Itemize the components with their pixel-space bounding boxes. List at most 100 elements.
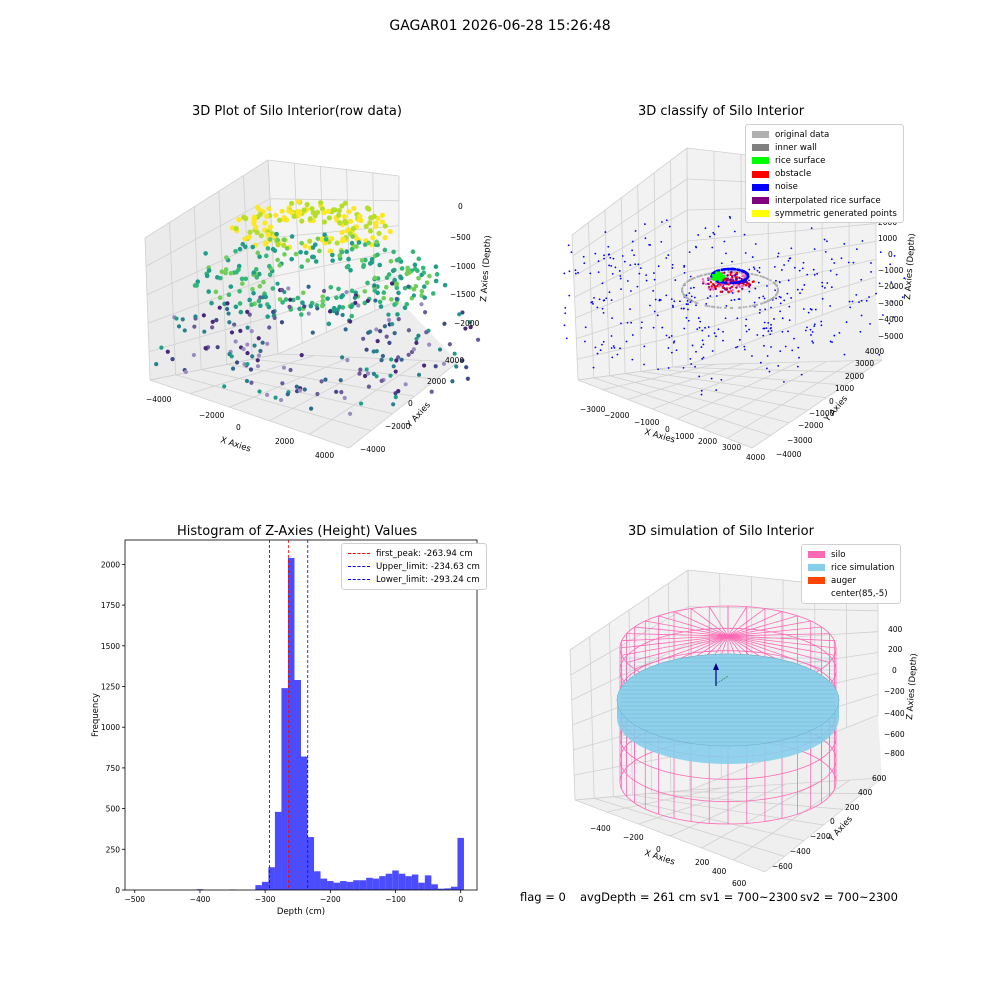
noise-point [693,286,695,289]
noise-point [860,278,863,281]
noise-point [626,321,629,324]
noise-point [768,370,771,373]
scatter-point [251,290,256,296]
scatter-point [328,284,334,290]
noise-point [762,334,765,337]
rice-point [702,280,705,283]
noise-point [594,346,597,349]
noise-point [722,330,724,333]
scatter-point [241,346,246,352]
grid-line [640,371,827,399]
scatter-point [291,213,297,219]
rice-surface-point [719,278,723,282]
noise-point [701,339,704,342]
scatter-point [336,286,341,292]
noise-point [583,262,586,265]
panel1-ztick: −500 [450,233,471,242]
scatter-point [414,340,419,345]
noise-point [631,358,634,361]
noise-point [829,340,832,343]
grid-line [320,166,327,333]
scatter-point [206,289,211,294]
noise-point [631,334,634,336]
scatter-point [222,384,227,389]
scatter-point [258,303,263,308]
histogram-bar [392,870,399,890]
noise-point [604,231,607,233]
noise-point [661,221,663,223]
noise-point [751,355,753,357]
noise-point [763,321,766,324]
noise-point [796,365,799,368]
scatter-point [386,272,392,277]
noise-point [780,269,783,271]
noise-point [643,345,646,348]
noise-point [903,277,906,280]
noise-point [855,248,858,251]
noise-point [852,261,855,264]
grid-line [574,240,688,298]
histogram-xtick-label: −100 [385,895,406,904]
noise-point [724,317,727,320]
scatter-point [254,229,260,236]
noise-point [637,263,640,266]
scatter-point [342,395,347,401]
noise-point [611,272,614,275]
rice-point [715,285,718,288]
scatter-point [381,290,387,295]
scatter-point [338,378,343,383]
scatter-point [414,336,419,342]
legend-label: rice surface [775,155,826,166]
noise-point [809,308,812,310]
scatter-point [299,264,305,269]
scatter-point [294,384,299,389]
noise-point [717,328,720,331]
panel2-ytick: −1000 [809,409,835,418]
scatter-point [330,207,337,213]
noise-point [802,261,805,264]
rice-point [744,284,748,287]
panel2-ztick: −2000 [878,282,904,291]
noise-point [763,344,765,347]
histogram-bar [431,884,438,890]
scatter-point [236,267,241,272]
noise-point [656,314,659,317]
noise-point [616,353,619,356]
grid-line [677,361,800,420]
noise-point [737,298,740,301]
panel2-title: 3D classify of Silo Interior [638,104,805,119]
noise-point [715,389,718,392]
noise-point [695,246,698,249]
original-point [716,306,719,309]
noise-point [620,288,622,291]
noise-point [631,249,634,252]
panel2-ytick: −2000 [798,421,824,430]
noise-point [700,346,703,348]
scatter-point [275,237,281,243]
noise-point [563,324,566,327]
original-point [766,277,770,281]
grid-line [148,314,277,352]
scatter-point [379,219,385,225]
wall-point [733,281,736,285]
wall-point [738,268,741,272]
scatter-point [215,345,220,350]
grid-line [653,172,657,370]
rice-point [714,287,717,291]
scatter-point [340,305,346,310]
noise-point [766,285,768,287]
scatter-point [287,304,292,309]
rice-surface-point [716,277,720,281]
noise-point [598,298,601,301]
scatter-point [266,206,272,212]
noise-point [610,265,613,267]
legend-entry: silo [808,548,894,561]
noise-point [621,255,624,257]
noise-point [730,299,733,302]
scatter-point [327,248,333,254]
noise-point [775,279,777,282]
grid-line [572,178,688,257]
legend-label: symmetric generated points [775,208,897,219]
silo-spoke [727,626,822,637]
noise-point [787,330,789,333]
